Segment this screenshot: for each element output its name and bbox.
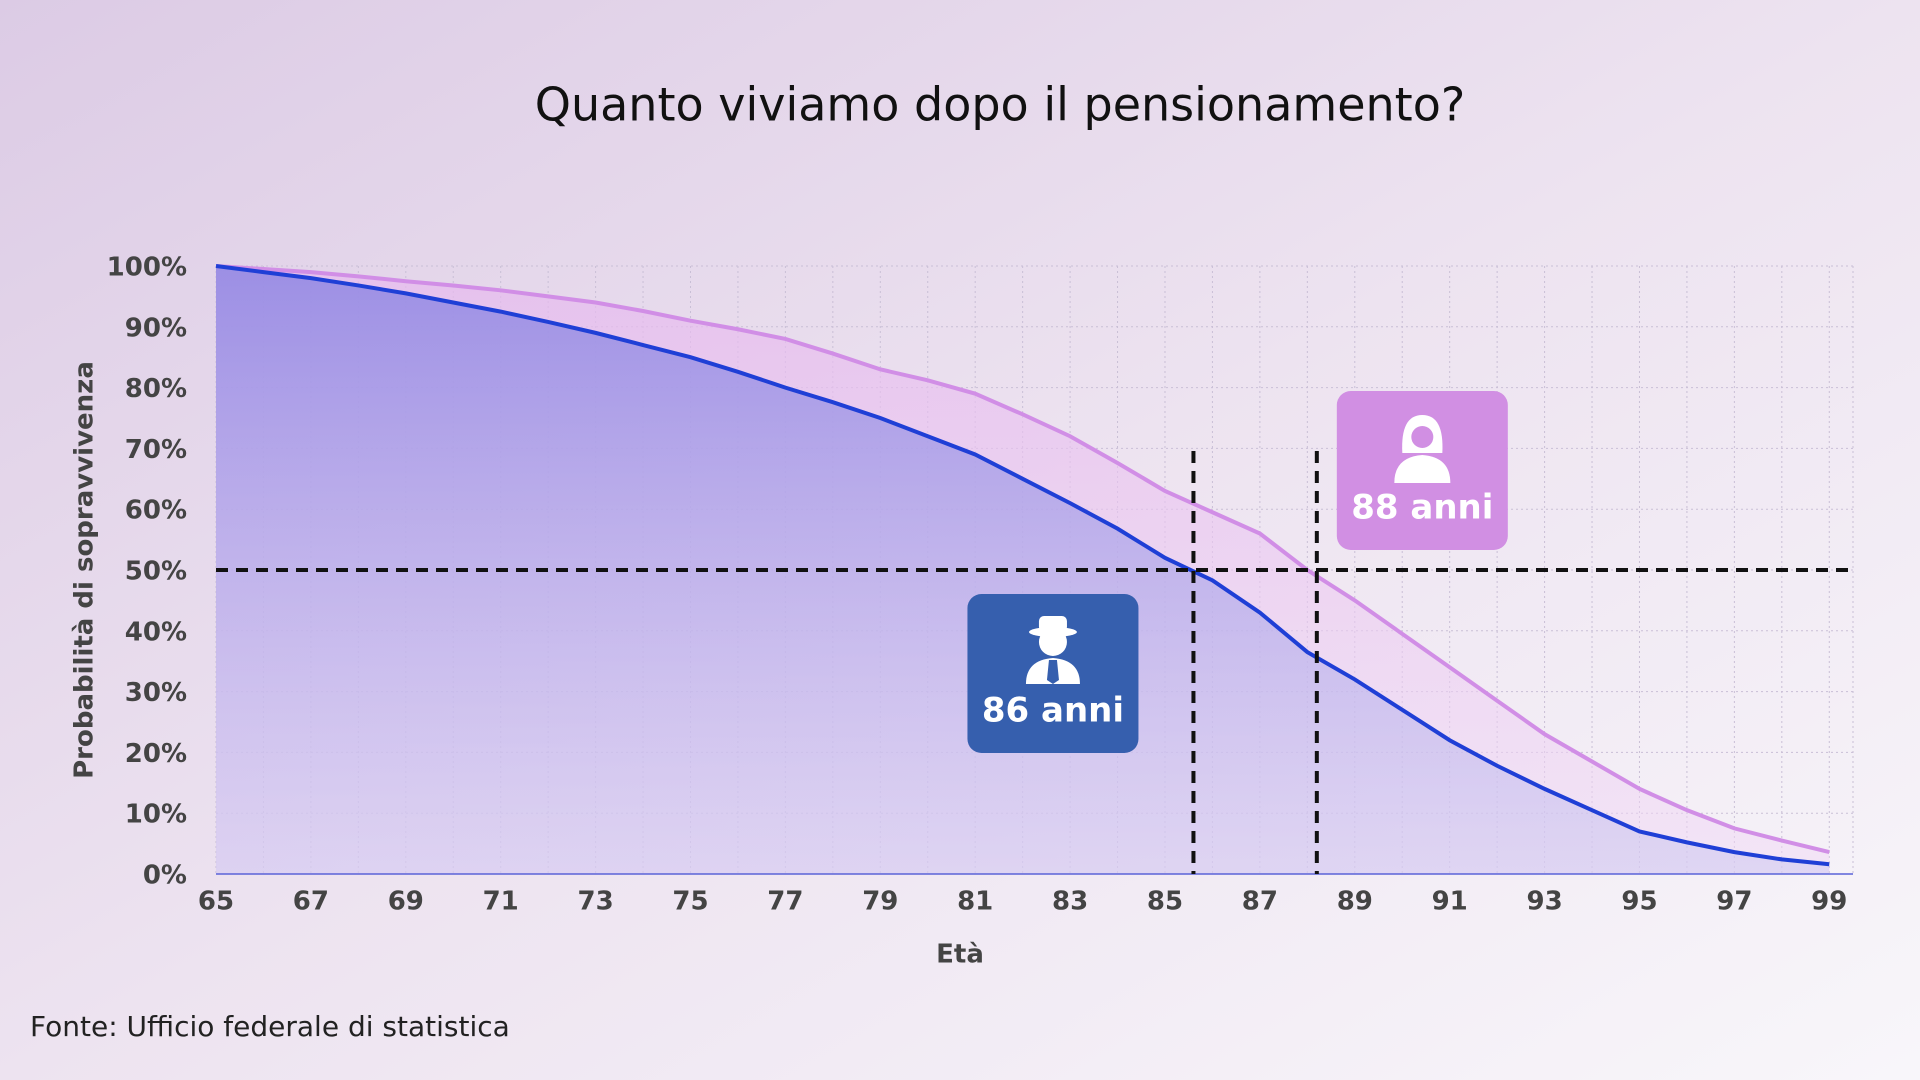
x-tick-label: 93	[1526, 887, 1562, 917]
x-tick-label: 67	[293, 887, 329, 917]
line	[215, 264, 1830, 867]
x-tick-label: 71	[483, 887, 519, 917]
x-tick-label: 77	[767, 887, 803, 917]
x-tick-label: 91	[1432, 887, 1468, 917]
x-tick-label: 85	[1147, 887, 1183, 917]
tie-icon	[1046, 660, 1059, 684]
chart-title: Quanto viviamo dopo il pensionamento?	[535, 78, 1466, 132]
y-tick-label: 80%	[125, 374, 187, 404]
x-tick-label: 73	[578, 887, 614, 917]
x-tick-label: 81	[957, 887, 993, 917]
y-tick-label: 90%	[125, 313, 187, 343]
x-axis-label: Età	[936, 940, 984, 970]
x-tick-label: 89	[1337, 887, 1373, 917]
y-tick-label: 50%	[125, 557, 187, 587]
y-axis-label: Probabilità di sopravvivenza	[70, 361, 100, 779]
y-tick-label: 20%	[125, 739, 187, 769]
x-tick-label: 97	[1716, 887, 1752, 917]
y-tick-label: 0%	[143, 861, 187, 891]
woman-icon	[1394, 455, 1451, 483]
y-tick-label: 70%	[125, 435, 187, 465]
x-tick-label: 87	[1242, 887, 1278, 917]
annotation-label: 88 anni	[1351, 488, 1493, 528]
x-tick-label: 99	[1811, 887, 1847, 917]
annotation: 86 anni	[967, 594, 1139, 753]
x-tick-label: 65	[198, 887, 234, 917]
x-tick-label: 69	[388, 887, 424, 917]
source: Fonte: Ufficio federale di statistica	[30, 1010, 510, 1043]
x-tick-label: 79	[862, 887, 898, 917]
hat-top	[1038, 616, 1067, 632]
y-tick-label: 10%	[125, 800, 187, 830]
x-tick-label: 83	[1052, 887, 1088, 917]
y-tick-label: 60%	[125, 496, 187, 526]
annotation-label: 86 anni	[982, 691, 1124, 731]
x-tick-label: 75	[672, 887, 708, 917]
face-icon	[1411, 426, 1434, 448]
y-tick-label: 40%	[125, 617, 187, 647]
y-tick-label: 100%	[107, 253, 187, 283]
line	[215, 264, 1830, 855]
annotation: 88 anni	[1336, 391, 1508, 550]
y-tick-label: 30%	[125, 678, 187, 708]
x-tick-label: 95	[1621, 887, 1657, 917]
